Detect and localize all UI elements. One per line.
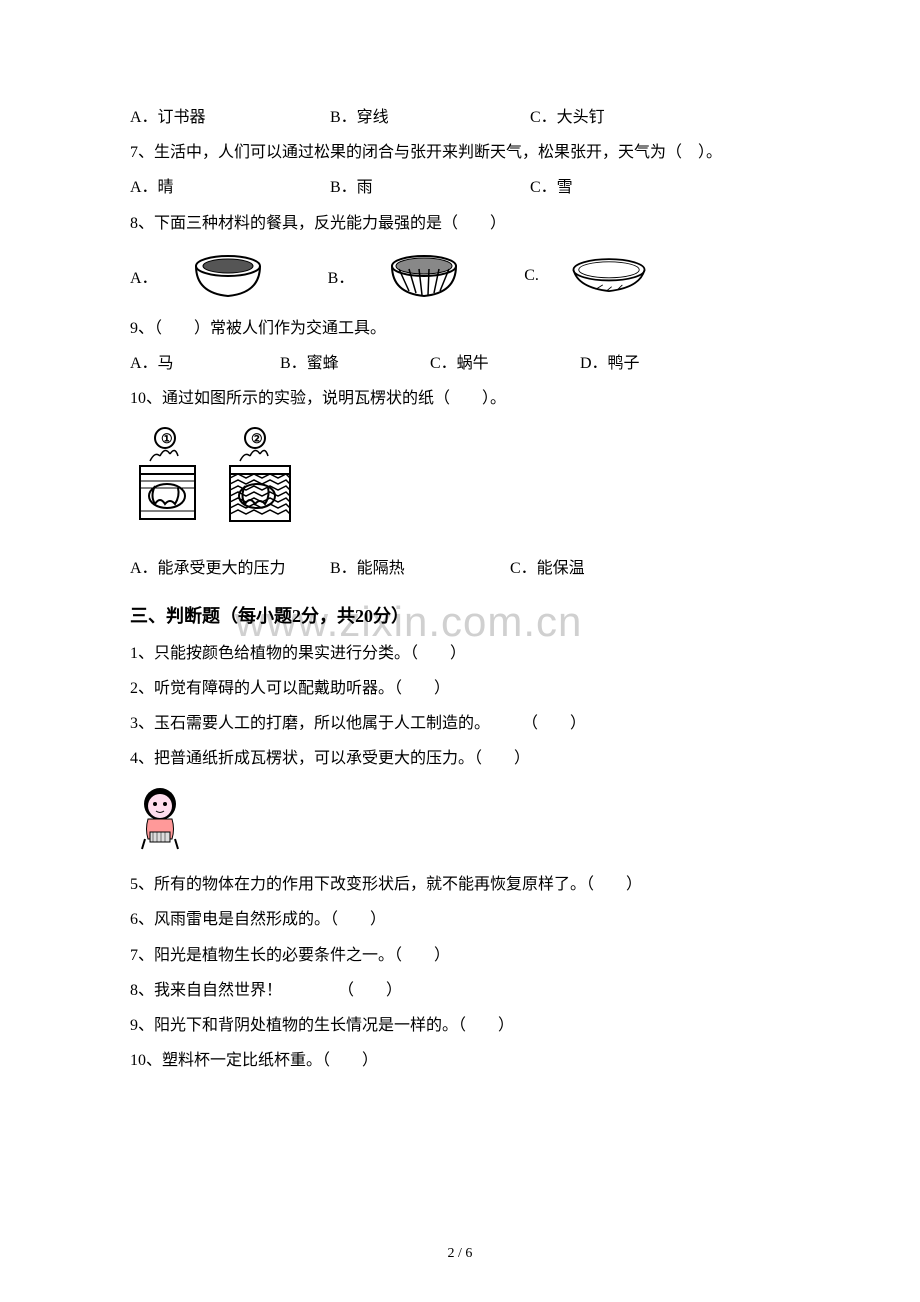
q6-option-a: A．订书器 [130, 100, 330, 135]
q10-option-a: A．能承受更大的压力 [130, 551, 330, 586]
j1-text: 1、只能按颜色给植物的果实进行分类。（ ） [130, 636, 790, 671]
q7-text: 7、生活中，人们可以通过松果的闭合与张开来判断天气，松果张开，天气为（ ）。 [130, 135, 790, 170]
j6-text: 6、风雨雷电是自然形成的。（ ） [130, 902, 790, 937]
q9-text: 9、（ ）常被人们作为交通工具。 [130, 311, 790, 346]
j10-text: 10、塑料杯一定比纸杯重。（ ） [130, 1043, 790, 1078]
q8-option-a-label: A． [130, 264, 158, 288]
svg-text:①: ① [161, 431, 173, 446]
experiment-2-icon: ② [230, 428, 290, 521]
q6-options: A．订书器 B．穿线 C．大头钉 [130, 100, 790, 135]
document-content: A．订书器 B．穿线 C．大头钉 7、生活中，人们可以通过松果的闭合与张开来判断… [130, 100, 790, 1078]
j7-text: 7、阳光是植物生长的必要条件之一。（ ） [130, 938, 790, 973]
q10-option-c: C．能保温 [510, 551, 585, 586]
q7-option-a: A．晴 [130, 170, 330, 205]
svg-text:②: ② [251, 431, 263, 446]
q10-option-b: B．能隔热 [330, 551, 510, 586]
q7-options: A．晴 B．雨 C．雪 [130, 170, 790, 205]
bowl-b-icon [384, 251, 464, 301]
experiment-diagram: ① ② [130, 426, 790, 541]
j3-text: 3、玉石需要人工的打磨，所以他属于人工制造的。 （ ） [130, 706, 790, 741]
q8-options-row: A． B． C. [130, 251, 790, 301]
j8-text: 8、我来自自然世界！ （ ） [130, 973, 790, 1008]
page-number: 2 / 6 [0, 1246, 920, 1262]
q9-options: A．马 B．蜜蜂 C．蜗牛 D．鸭子 [130, 346, 790, 381]
section-3-header: 三、判断题（每小题2分，共20分） [130, 602, 790, 628]
q9-option-d: D．鸭子 [580, 346, 640, 381]
cartoon-child-icon [130, 784, 790, 859]
j5-text: 5、所有的物体在力的作用下改变形状后，就不能再恢复原样了。（ ） [130, 867, 790, 902]
q8-option-b-label: B． [328, 264, 355, 288]
j9-text: 9、阳光下和背阴处植物的生长情况是一样的。（ ） [130, 1008, 790, 1043]
q8-text: 8、下面三种材料的餐具，反光能力最强的是（ ） [130, 206, 790, 241]
q9-option-b: B．蜜蜂 [280, 346, 430, 381]
q9-option-c: C．蜗牛 [430, 346, 580, 381]
q10-text: 10、通过如图所示的实验，说明瓦楞状的纸（ ）。 [130, 381, 790, 416]
j2-text: 2、听觉有障碍的人可以配戴助听器。（ ） [130, 671, 790, 706]
q7-option-b: B．雨 [330, 170, 530, 205]
bowl-a-icon [188, 251, 268, 301]
q9-option-a: A．马 [130, 346, 280, 381]
q6-option-b: B．穿线 [330, 100, 530, 135]
q7-option-c: C．雪 [530, 170, 573, 205]
q8-option-c-label: C. [524, 267, 539, 285]
experiment-1-icon: ① [140, 428, 195, 519]
q6-option-c: C．大头钉 [530, 100, 605, 135]
bowl-c-icon [569, 251, 649, 301]
j4-text: 4、把普通纸折成瓦楞状，可以承受更大的压力。（ ） [130, 741, 790, 776]
q10-options: A．能承受更大的压力 B．能隔热 C．能保温 [130, 551, 790, 586]
